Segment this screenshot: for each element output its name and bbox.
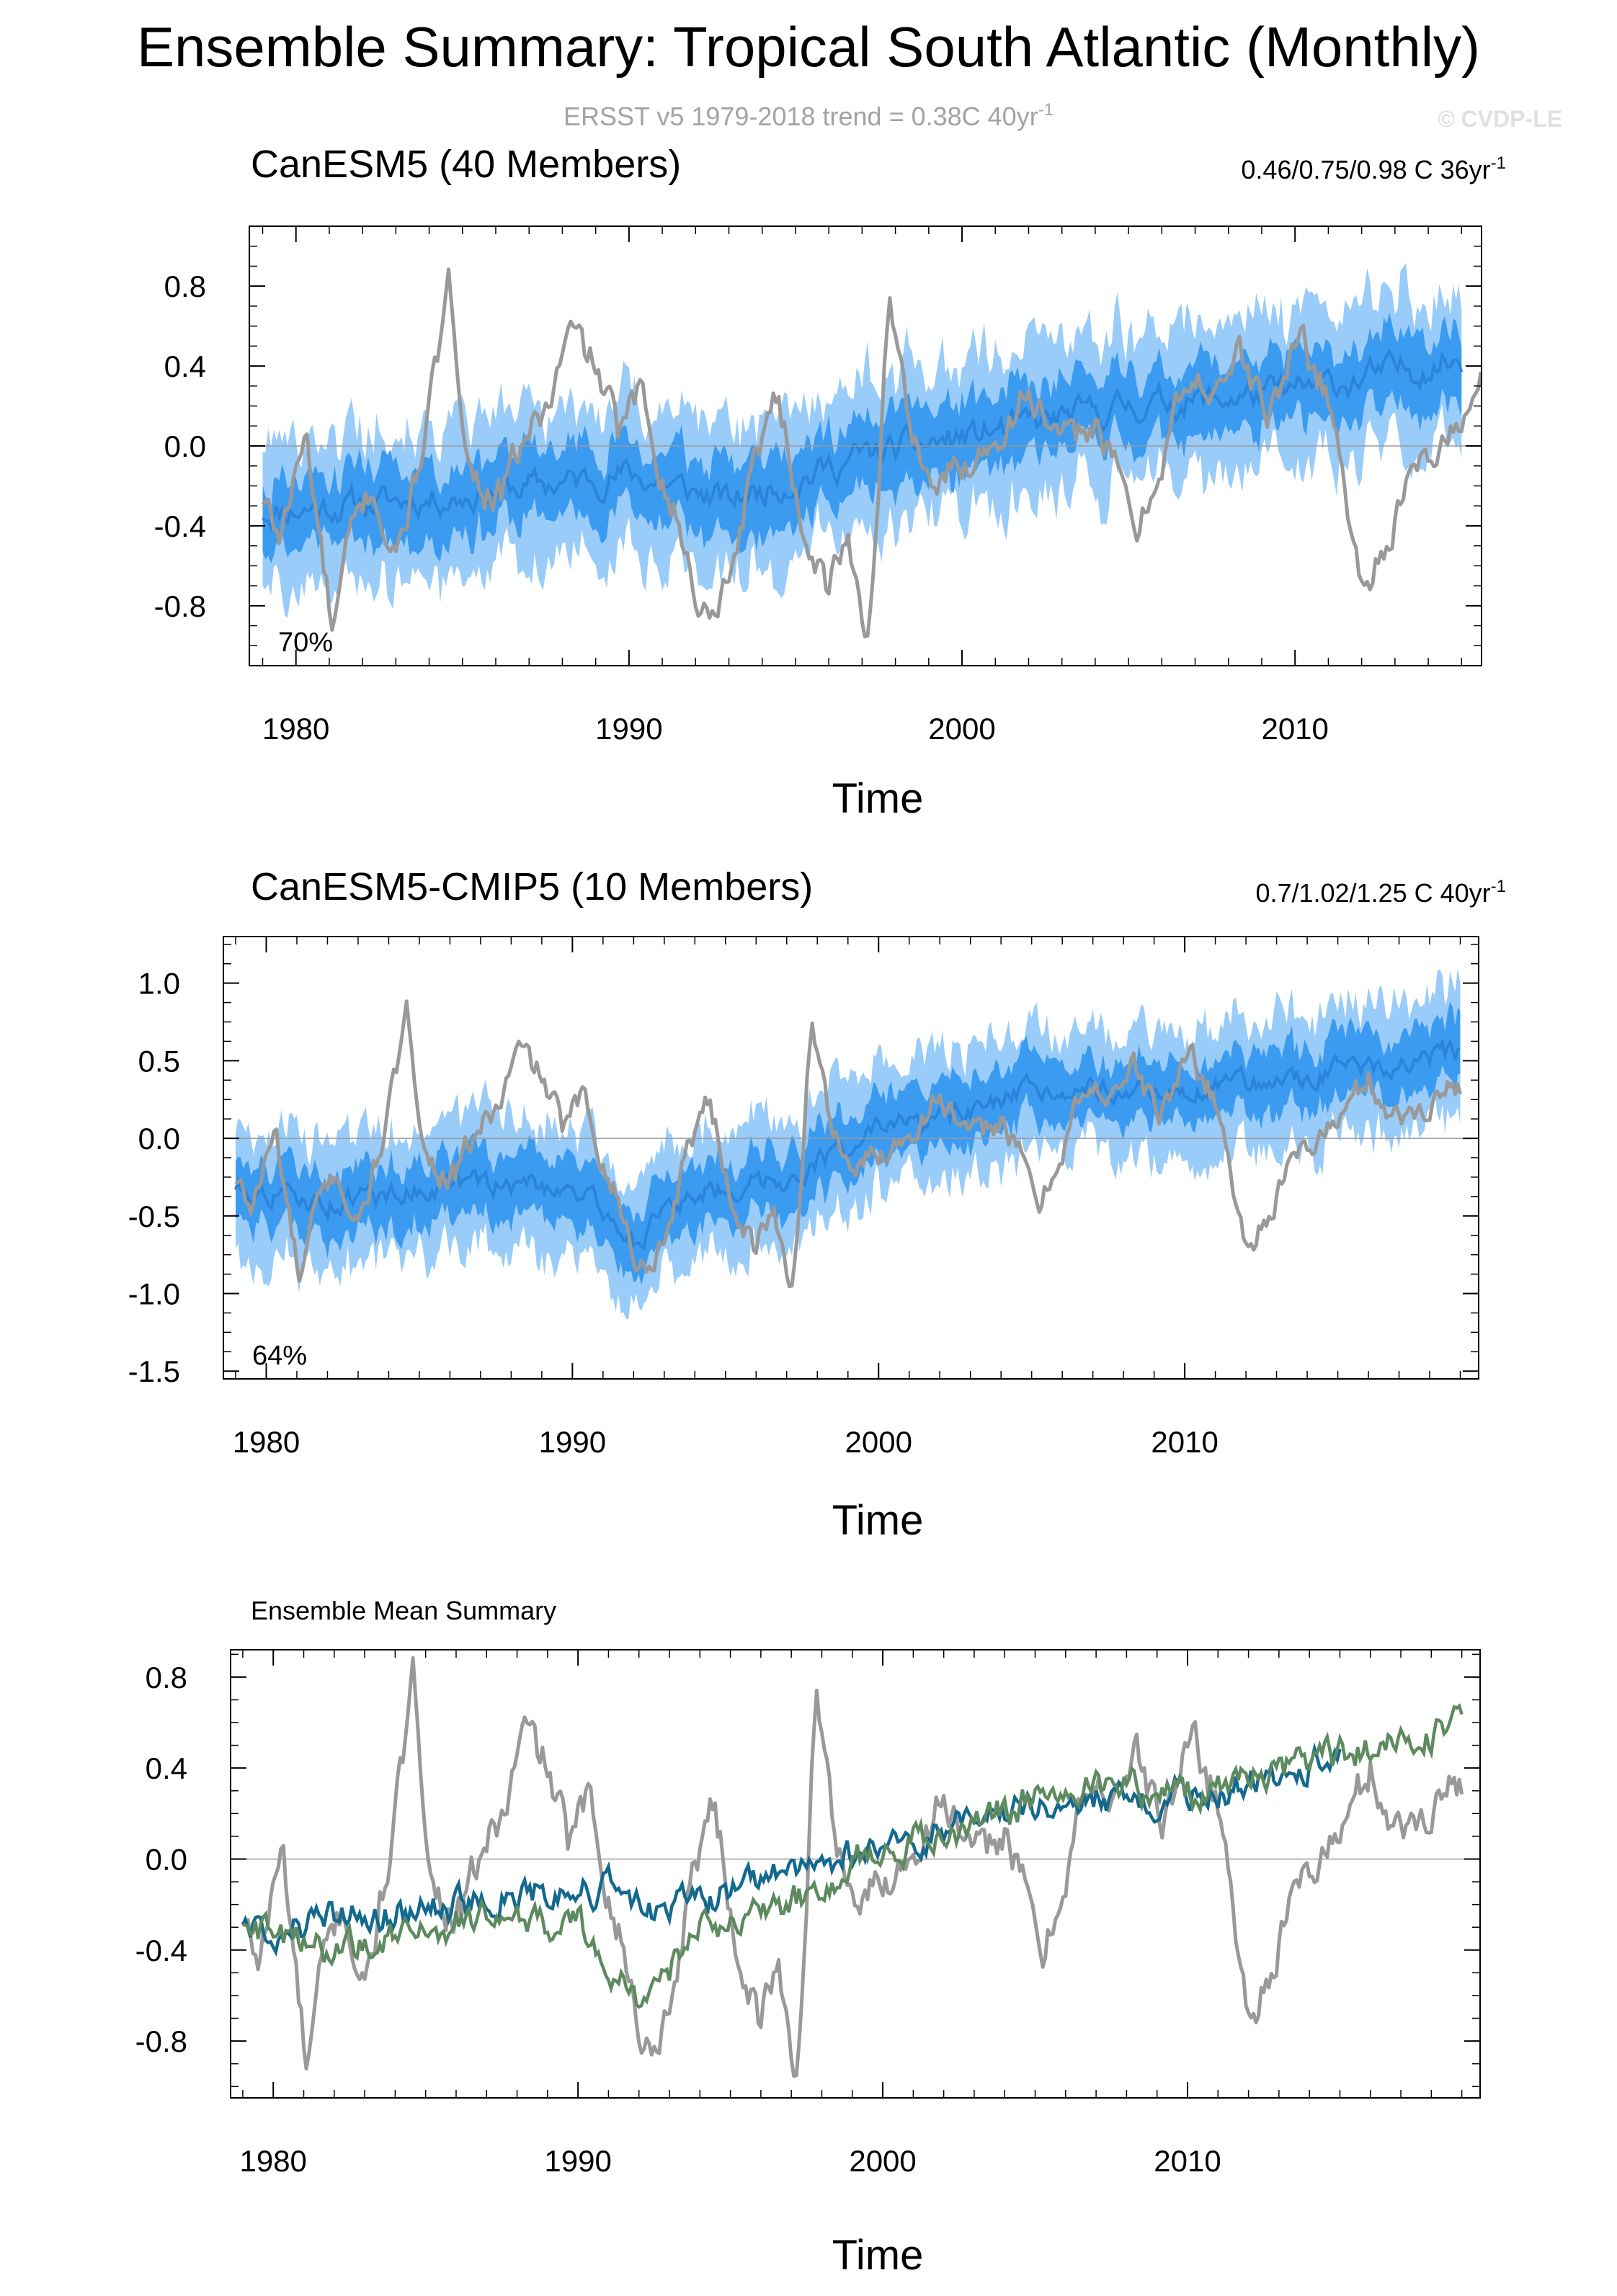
canesm5-content: [249, 263, 1482, 638]
panel-ensemble-mean-plot: 0.8 0.4 0.0 -0.4 -0.8 1980 1990 2000 2010: [135, 1649, 1481, 2178]
canesm5-percent-label: 70%: [278, 627, 333, 658]
canesm5-cmip5-xtick-label: 1990: [539, 1425, 606, 1459]
canesm5-cmip5-ytick-label: 0.0: [138, 1122, 180, 1156]
figure-title: Ensemble Summary: Tropical South Atlanti…: [137, 15, 1480, 79]
panel-canesm5-cmip5-trend: 0.7/1.02/1.25 C 40yr-1: [1255, 877, 1506, 908]
canesm5-xtick-label: 2010: [1261, 712, 1328, 746]
canesm5-cmip5-ytick-label: -0.5: [128, 1200, 180, 1233]
canesm5-xtick-label: 1980: [262, 712, 329, 746]
ensemble-mean-ytick-label: -0.4: [135, 1934, 187, 1967]
canesm5-ytick-label: 0.4: [164, 349, 206, 383]
ensemble-mean-xtick-label: 2010: [1154, 2144, 1221, 2178]
copyright-mark: © CVDP-LE: [1438, 106, 1562, 132]
canesm5-cmip5-ytick-label: -1.5: [128, 1354, 180, 1388]
figure-subtitle: ERSST v5 1979-2018 trend = 0.38C 40yr-1: [564, 100, 1054, 131]
panel-canesm5-cmip5-title: CanESM5-CMIP5 (10 Members): [251, 865, 813, 908]
panel-canesm5: CanESM5 (40 Members) 0.46/0.75/0.98 C 36…: [154, 143, 1506, 822]
canesm5-xtick-label: 1990: [595, 712, 662, 746]
canesm5-cmip5-spread-inner: [236, 1001, 1461, 1286]
ensemble-mean-content: [231, 1656, 1480, 2078]
ensemble-mean-ytick-label: 0.0: [146, 1842, 187, 1876]
ensemble-mean-xtick-label: 1980: [239, 2144, 306, 2178]
ensemble-mean-line-canesm5: [241, 1742, 1342, 1957]
canesm5-observed-line: [261, 267, 1482, 638]
canesm5-ytick-label: -0.4: [154, 509, 206, 543]
panel-ensemble-mean-title: Ensemble Mean Summary: [251, 1596, 556, 1625]
canesm5-xtick-label: 2000: [928, 712, 995, 746]
ensemble-mean-ytick-label: 0.4: [146, 1751, 187, 1785]
canesm5-cmip5-observed-line: [234, 999, 1462, 1289]
panel-canesm5-title: CanESM5 (40 Members): [251, 143, 681, 186]
ensemble-mean-xtick-label: 1990: [544, 2144, 611, 2178]
canesm5-cmip5-xtick-label: 1980: [233, 1425, 300, 1459]
panel-canesm5-plot: 0.8 0.4 0.0 -0.4 -0.8 1980 1990 2000 2010 70%: [154, 225, 1482, 746]
panel-canesm5-cmip5-xlabel: Time: [832, 1497, 924, 1544]
canesm5-cmip5-ytick-label: -1.0: [128, 1277, 180, 1311]
canesm5-spread-inner: [262, 312, 1462, 563]
canesm5-cmip5-percent-label: 64%: [252, 1341, 307, 1371]
canesm5-ytick-label: -0.8: [154, 589, 206, 623]
canesm5-cmip5-xtick-label: 2000: [845, 1425, 912, 1459]
canesm5-ytick-label: 0.8: [164, 269, 206, 303]
panel-ensemble-mean-xlabel: Time: [832, 2232, 924, 2279]
ensemble-mean-ytick-label: -0.8: [135, 2024, 187, 2058]
canesm5-cmip5-xtick-label: 2010: [1151, 1425, 1218, 1459]
panel-canesm5-cmip5-plot: 1.0 0.5 0.0 -0.5 -1.0 -1.5 1980 1990 2000 2010 64%: [128, 936, 1479, 1459]
ensemble-mean-observed-line: [241, 1656, 1464, 2078]
panel-ensemble-mean: Ensemble Mean Summary 0.8 0.4 0.0 -0.4 -0.8 1…: [135, 1596, 1481, 2279]
panel-canesm5-trend: 0.46/0.75/0.98 C 36yr-1: [1241, 153, 1506, 184]
panel-canesm5-xlabel: Time: [832, 775, 924, 822]
canesm5-cmip5-ytick-label: 1.0: [138, 967, 180, 1001]
ensemble-mean-xtick-label: 2000: [849, 2144, 916, 2178]
ensemble-mean-line-canesm5-cmip5: [242, 1703, 1464, 2009]
panel-canesm5-cmip5: CanESM5-CMIP5 (10 Members) 0.7/1.02/1.25…: [128, 865, 1506, 1544]
canesm5-cmip5-content: [223, 968, 1479, 1319]
ensemble-mean-frame: [230, 1649, 1481, 2099]
ensemble-mean-ytick-label: 0.8: [146, 1661, 187, 1694]
canesm5-cmip5-ytick-label: 0.5: [138, 1044, 180, 1078]
canesm5-ytick-label: 0.0: [164, 429, 206, 463]
